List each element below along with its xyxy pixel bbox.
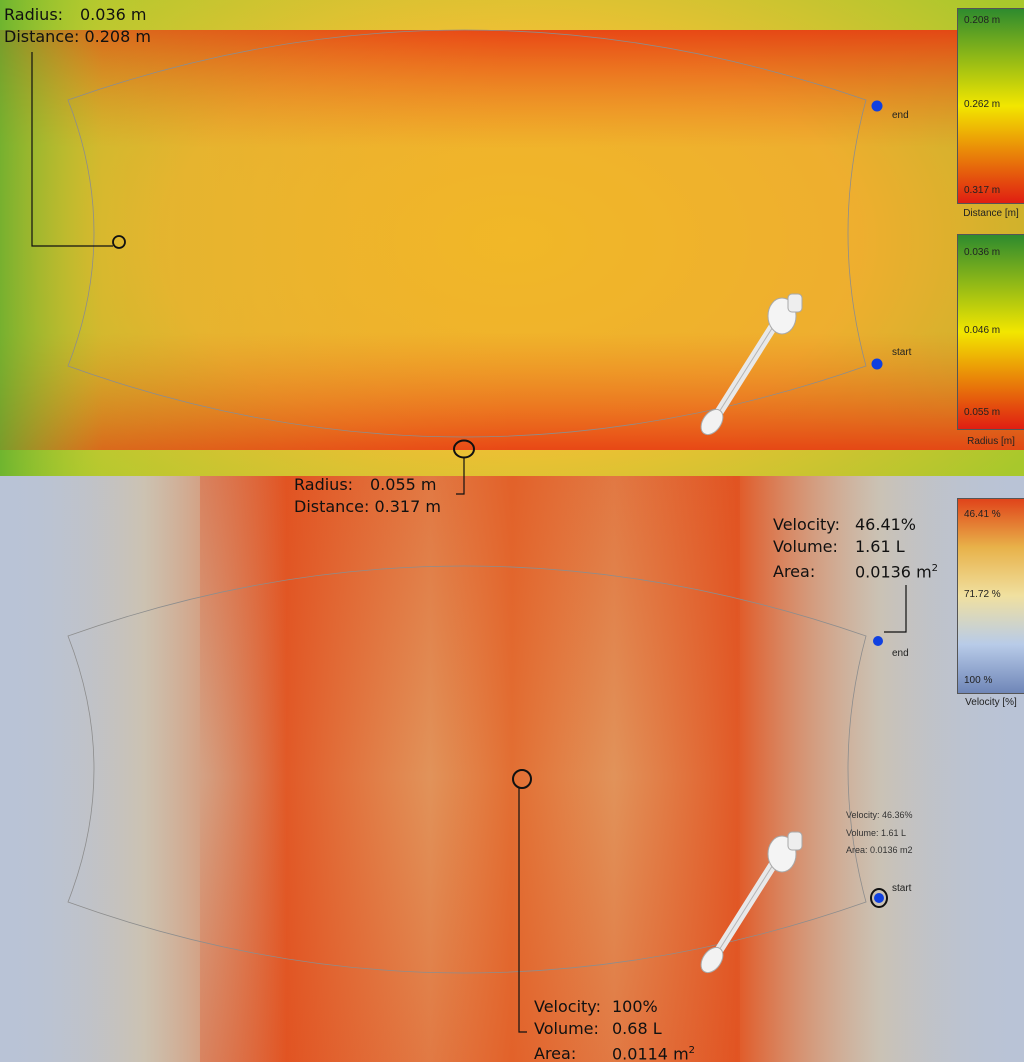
legend-tick: 100 % bbox=[964, 675, 993, 686]
start-marker-bottom bbox=[874, 893, 884, 903]
legend-tick: 46.41 % bbox=[964, 509, 1001, 520]
tool-cap bbox=[787, 293, 803, 313]
radius-value: 0.055 m bbox=[370, 475, 437, 494]
readout-volume: Volume: 1.61 L bbox=[846, 828, 907, 838]
legend-tick: 0.317 m bbox=[964, 185, 1001, 196]
callout-bottom-top-right: Velocity: 46.41% Volume: 1.61 L Area: 0.013… bbox=[773, 514, 938, 583]
leader-line-top-bottom bbox=[456, 458, 465, 495]
tool-shaft-edge bbox=[713, 321, 777, 421]
distance-legend: 0.208 m 0.262 m 0.317 m bbox=[957, 8, 1024, 204]
max-radius-marker bbox=[453, 439, 475, 459]
end-marker-top bbox=[871, 100, 883, 112]
tool-shaft-edge bbox=[713, 859, 777, 959]
legend-tick: 0.208 m bbox=[964, 15, 1001, 26]
area-value: 0.0114 m bbox=[612, 1044, 689, 1062]
readout-area: Area: 0.0136 m2 bbox=[846, 845, 913, 855]
spray-tool-top bbox=[700, 293, 803, 436]
start-label-bottom: start bbox=[892, 883, 912, 894]
end-label-bottom: end bbox=[892, 648, 909, 659]
velocity-label: Velocity: bbox=[773, 515, 840, 534]
area-unit-exponent: 2 bbox=[688, 1045, 696, 1056]
callout-top-left: Radius: 0.036 m Distance: 0.208 m bbox=[4, 4, 151, 48]
velocity-value: 100% bbox=[612, 997, 658, 1016]
spray-tool-bottom bbox=[700, 831, 803, 974]
velocity-legend-title: Velocity [%] bbox=[965, 697, 1017, 708]
tool-nozzle bbox=[700, 946, 724, 974]
surface-edge-shading bbox=[0, 0, 1024, 540]
leader-line-bottom-center bbox=[518, 788, 527, 1033]
area-label: Area: bbox=[773, 562, 816, 582]
radius-legend-title: Radius [m] bbox=[967, 436, 1015, 447]
distance-value: 0.317 m bbox=[374, 497, 441, 516]
leader-line-top-left bbox=[31, 52, 113, 247]
readout-velocity: Velocity: 46.36% bbox=[846, 810, 913, 820]
start-marker-top bbox=[871, 358, 883, 370]
area-label: Area: bbox=[534, 1044, 577, 1062]
tool-nozzle bbox=[700, 408, 724, 436]
volume-value: 1.61 L bbox=[855, 537, 905, 556]
area-value: 0.0136 m bbox=[855, 562, 932, 582]
radius-label: Radius: bbox=[294, 475, 354, 494]
velocity-legend: 46.41 % 71.72 % 100 % bbox=[957, 498, 1024, 694]
min-radius-marker bbox=[112, 235, 126, 249]
velocity-shading bbox=[200, 476, 740, 1062]
legend-tick: 71.72 % bbox=[964, 589, 1001, 600]
callout-top-bottom: Radius: 0.055 m Distance: 0.317 m bbox=[294, 474, 441, 518]
surface-outline bbox=[67, 565, 867, 974]
max-velocity-marker bbox=[512, 769, 532, 789]
volume-label: Volume: bbox=[773, 537, 838, 556]
distance-label: Distance: bbox=[294, 497, 370, 516]
radius-value: 0.036 m bbox=[80, 5, 147, 24]
start-marker-bottom-ring bbox=[870, 888, 888, 908]
volume-label: Volume: bbox=[534, 1019, 599, 1038]
radius-legend: 0.036 m 0.046 m 0.055 m bbox=[957, 234, 1024, 430]
legend-tick: 0.055 m bbox=[964, 407, 1001, 418]
volume-value: 0.68 L bbox=[612, 1019, 662, 1038]
legend-tick: 0.036 m bbox=[964, 247, 1001, 258]
distance-label: Distance: bbox=[4, 27, 80, 46]
area-unit-exponent: 2 bbox=[931, 563, 939, 574]
velocity-label: Velocity: bbox=[534, 997, 601, 1016]
legend-tick: 0.262 m bbox=[964, 99, 1001, 110]
surface-outline bbox=[67, 29, 867, 438]
radius-label: Radius: bbox=[4, 5, 64, 24]
end-marker-bottom bbox=[873, 636, 883, 646]
tool-cap bbox=[787, 831, 803, 851]
leader-line-bottom-right bbox=[884, 585, 907, 633]
distance-value: 0.208 m bbox=[84, 27, 151, 46]
legend-tick: 0.046 m bbox=[964, 325, 1001, 336]
start-label-top: start bbox=[892, 347, 912, 358]
callout-bottom-center: Velocity: 100% Volume: 0.68 L Area: 0.0114 … bbox=[534, 996, 695, 1062]
distance-legend-title: Distance [m] bbox=[963, 208, 1019, 219]
velocity-value: 46.41% bbox=[855, 515, 917, 534]
end-label-top: end bbox=[892, 110, 909, 121]
